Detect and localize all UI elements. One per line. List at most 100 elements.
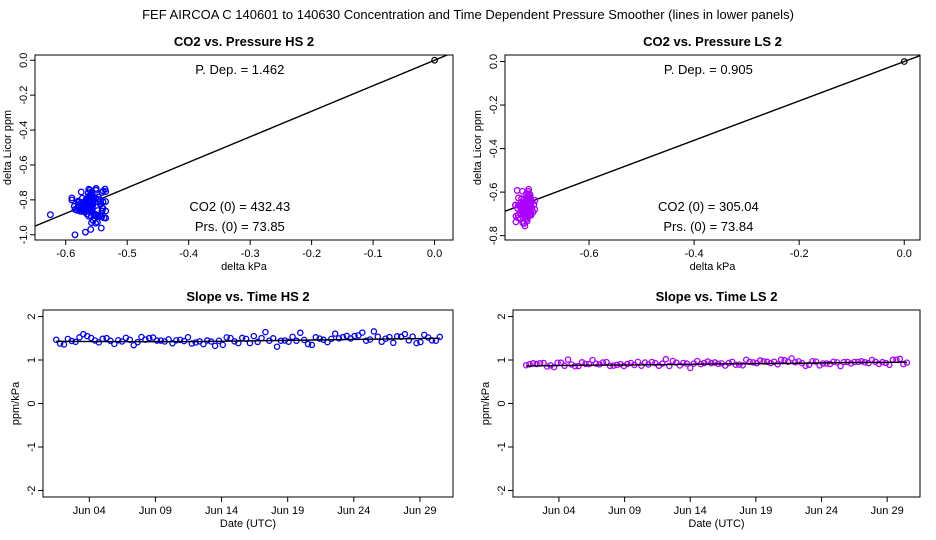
data-point — [735, 361, 743, 368]
panel-hs-pressure: CO2 vs. Pressure HS 2 -0.6 -0.5 -0.4 -0.3 -0.… — [2, 34, 454, 273]
data-point — [173, 337, 180, 344]
y-tick-label: -0.2 — [488, 96, 500, 115]
reference-point — [431, 56, 438, 64]
data-point — [837, 362, 844, 370]
x-axis-label: delta kPa — [690, 261, 737, 273]
data-point — [390, 339, 397, 347]
reference-point — [900, 58, 908, 65]
data-point — [78, 194, 86, 202]
y-tick-label: 1 — [26, 357, 38, 363]
panel-ls-time: Slope vs. Time LS 2 Jun 04 Jun 09 Jun 14 Jun… — [480, 289, 921, 530]
prs-annotation: Prs. (0) = 73.85 — [195, 219, 285, 234]
data-point — [568, 361, 575, 368]
y-tick-label: -1 — [26, 442, 38, 452]
y-tick-label: 0 — [26, 400, 38, 406]
x-axis-label: Date (UTC) — [220, 518, 276, 530]
data-point — [417, 338, 424, 346]
data-point — [564, 356, 572, 363]
data-point — [211, 342, 219, 350]
data-point — [78, 206, 86, 214]
data-point — [304, 340, 312, 348]
data-point — [522, 362, 530, 369]
y-tick-label: -1.0 — [18, 225, 30, 244]
data-point — [662, 355, 670, 363]
data-point — [525, 192, 532, 200]
y-axis-label: delta Licor ppm — [472, 110, 484, 185]
y-axis-label: ppm/kPa — [10, 381, 22, 425]
data-point — [812, 358, 820, 365]
data-point — [362, 337, 370, 344]
data-point — [711, 359, 719, 366]
data-point — [98, 188, 106, 196]
data-point — [749, 359, 757, 366]
data-point — [687, 364, 694, 372]
y-tick-label: 1 — [496, 357, 508, 363]
data-point — [701, 359, 708, 367]
data-point — [76, 334, 83, 341]
data-point — [204, 337, 211, 344]
x-tick-label: Jun 19 — [739, 505, 772, 517]
data-point — [68, 196, 76, 204]
x-tick-label: -0.6 — [56, 248, 75, 260]
data-point — [791, 359, 799, 366]
data-point — [52, 336, 60, 343]
x-tick-label: Jun 24 — [805, 505, 838, 517]
data-point — [76, 207, 84, 215]
data-point — [359, 329, 366, 336]
co2-annotation: CO2 (0) = 432.43 — [189, 199, 290, 214]
y-tick-label: -0.4 — [18, 121, 30, 140]
data-point — [763, 358, 771, 366]
data-point — [683, 360, 691, 367]
data-point — [81, 228, 89, 236]
x-tick-label: Jun 14 — [205, 505, 238, 517]
data-point — [331, 330, 339, 337]
data-point — [114, 336, 122, 344]
y-tick-label: -2 — [496, 486, 508, 496]
data-point — [71, 231, 79, 239]
chart-title: Slope vs. Time LS 2 — [656, 289, 778, 304]
data-point — [708, 359, 715, 367]
data-point — [95, 339, 103, 346]
data-point — [102, 188, 110, 196]
y-tick-label: 0.0 — [18, 53, 30, 68]
prs-annotation: Prs. (0) = 73.84 — [663, 219, 753, 234]
data-point — [184, 334, 192, 341]
x-tick-label: -0.2 — [790, 248, 809, 260]
data-point — [680, 359, 687, 367]
data-point — [514, 211, 522, 219]
data-point — [254, 338, 261, 346]
data-point — [192, 339, 199, 346]
x-axis-label: Date (UTC) — [688, 518, 744, 530]
x-tick-label: -0.1 — [364, 248, 383, 260]
x-tick-label: Jun 29 — [403, 505, 436, 517]
fit-line — [35, 55, 449, 227]
plot-data — [505, 55, 920, 230]
y-tick-label: 0.0 — [488, 54, 500, 69]
data-point — [732, 361, 739, 368]
data-point — [87, 226, 95, 233]
x-tick-label: Jun 04 — [73, 505, 106, 517]
data-point — [896, 355, 904, 363]
data-point — [308, 341, 316, 349]
y-tick-label: -0.4 — [488, 139, 500, 158]
y-tick-label: 0 — [496, 400, 508, 406]
data-point — [89, 200, 97, 208]
smoother-line — [526, 361, 907, 367]
panel-hs-time: Slope vs. Time HS 2 Jun 04 Jun 09 Jun 14 Jun… — [10, 289, 454, 530]
slope-annotation: P. Dep. = 1.462 — [195, 62, 284, 77]
data-point — [606, 362, 614, 370]
data-point — [285, 338, 292, 345]
data-point — [219, 341, 227, 349]
data-point — [524, 188, 532, 195]
data-point — [875, 360, 883, 368]
data-point — [97, 224, 105, 232]
data-point — [95, 193, 102, 201]
data-point — [526, 361, 533, 368]
data-point — [788, 355, 795, 362]
data-point — [847, 360, 855, 367]
x-tick-label: -0.2 — [302, 248, 321, 260]
x-tick-label: -0.4 — [179, 248, 198, 260]
panel-ls-pressure: CO2 vs. Pressure LS 2 -0.6 -0.4 -0.2 0.0 -0.8… — [472, 34, 921, 273]
x-tick-label: 0.0 — [427, 248, 442, 260]
